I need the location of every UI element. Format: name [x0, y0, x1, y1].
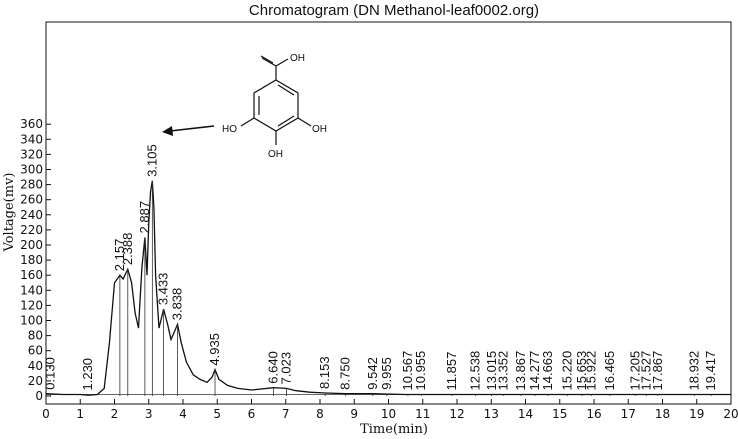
y-tick-label: 340: [20, 132, 43, 146]
peak-label: 15.653: [574, 351, 589, 391]
x-tick-label: 4: [179, 407, 187, 421]
x-tick-label: 7: [282, 407, 290, 421]
x-axis-title: Time(min): [360, 422, 428, 437]
x-tick-label: 16: [586, 407, 601, 421]
peak-label: 3.105: [144, 144, 159, 177]
x-tick-label: 1: [76, 407, 84, 421]
y-tick-label: 220: [20, 223, 43, 237]
x-tick-label: 17: [621, 407, 636, 421]
y-tick-label: 120: [20, 298, 43, 312]
y-tick-label: 20: [28, 374, 43, 388]
peak-label: 13.352: [495, 351, 510, 391]
x-tick-label: 2: [111, 407, 119, 421]
peak-label: 6.640: [265, 351, 280, 384]
peak-label: 12.538: [467, 351, 482, 391]
peak-label: 14.663: [540, 351, 555, 391]
peak-label: 2.157: [112, 239, 127, 272]
x-tick-label: 5: [213, 407, 221, 421]
plot-area: 0 1 2 3 4 5 6 7 8 9 10 11 12 13 14 15 16 17 18 19 2002040608…: [20, 21, 738, 421]
x-tick-label: 12: [449, 407, 464, 421]
gallic-acid-structure: OH HO OH OH: [222, 53, 327, 160]
x-tick-label: 8: [316, 407, 324, 421]
peak-label: 15.922: [583, 351, 598, 391]
peak-label: 3.433: [156, 273, 171, 306]
x-tick-label: 10: [381, 407, 396, 421]
molecule-label-left: HO: [222, 124, 237, 135]
x-tick-label: 14: [518, 407, 533, 421]
y-tick-label: 360: [20, 117, 43, 131]
peak-label: 2.388: [120, 233, 135, 266]
molecule-label-top: OH: [290, 53, 305, 64]
peak-label: 2.887: [137, 201, 152, 234]
x-tick-label: 9: [350, 407, 358, 421]
y-tick-label: 280: [20, 178, 43, 192]
peak-label: 17.867: [650, 351, 665, 391]
y-tick-label: 0: [35, 389, 43, 403]
y-tick-label: 40: [28, 359, 43, 373]
x-tick-label: 19: [689, 407, 704, 421]
peak-label: 3.838: [169, 288, 184, 321]
y-tick-label: 60: [28, 344, 43, 358]
peak-label: 17.205: [627, 351, 642, 391]
peak-label: 16.465: [602, 351, 617, 391]
peak-label: 15.220: [559, 351, 574, 391]
peak-label: 11.857: [444, 352, 459, 391]
peak-label: 19.417: [703, 351, 718, 391]
x-tick-label: 6: [248, 407, 256, 421]
x-tick-label: 11: [415, 407, 430, 421]
y-tick-label: 160: [20, 268, 43, 282]
peak-label: 8.153: [317, 356, 332, 389]
peak-label: 10.567: [400, 351, 415, 391]
x-tick-label: 3: [145, 407, 153, 421]
molecule-label-right: OH: [312, 124, 327, 135]
y-tick-label: 180: [20, 253, 43, 267]
peak-label: 8.750: [338, 357, 353, 390]
y-tick-label: 100: [20, 314, 43, 328]
x-tick-label: 0: [42, 407, 50, 421]
y-tick-label: 200: [20, 238, 43, 252]
peak-label: 13.867: [513, 351, 528, 391]
y-tick-label: 260: [20, 193, 43, 207]
y-tick-label: 140: [20, 283, 43, 297]
y-tick-label: 320: [20, 147, 43, 161]
peak-label: 0.130: [42, 357, 57, 390]
y-tick-label: 240: [20, 208, 43, 222]
peak-label: 1.230: [80, 358, 95, 391]
peak-label: 14.277: [527, 351, 542, 391]
peak-label: 4.935: [207, 333, 222, 366]
x-tick-label: 18: [655, 407, 670, 421]
peak-label: 9.542: [365, 357, 380, 390]
peak-label: 17.527: [638, 351, 653, 391]
peak-label: 18.932: [686, 351, 701, 391]
molecule-label-bottom: OH: [268, 149, 283, 160]
annotation-arrow: [162, 125, 215, 136]
x-tick-label: 15: [552, 407, 567, 421]
y-axis-title: Voltage(mv): [2, 173, 17, 253]
x-tick-label: 20: [723, 407, 738, 421]
peak-label: 9.955: [379, 357, 394, 390]
x-tick-label: 13: [484, 407, 499, 421]
y-tick-label: 80: [28, 329, 43, 343]
y-tick-label: 300: [20, 163, 43, 177]
series-line: [45, 180, 731, 396]
peak-label: 13.015: [484, 351, 499, 391]
peak-label: 10.955: [413, 351, 428, 391]
chart-title: Chromatogram (DN Methanol-leaf0002.org): [249, 2, 539, 19]
peak-label: 7.023: [279, 352, 294, 385]
